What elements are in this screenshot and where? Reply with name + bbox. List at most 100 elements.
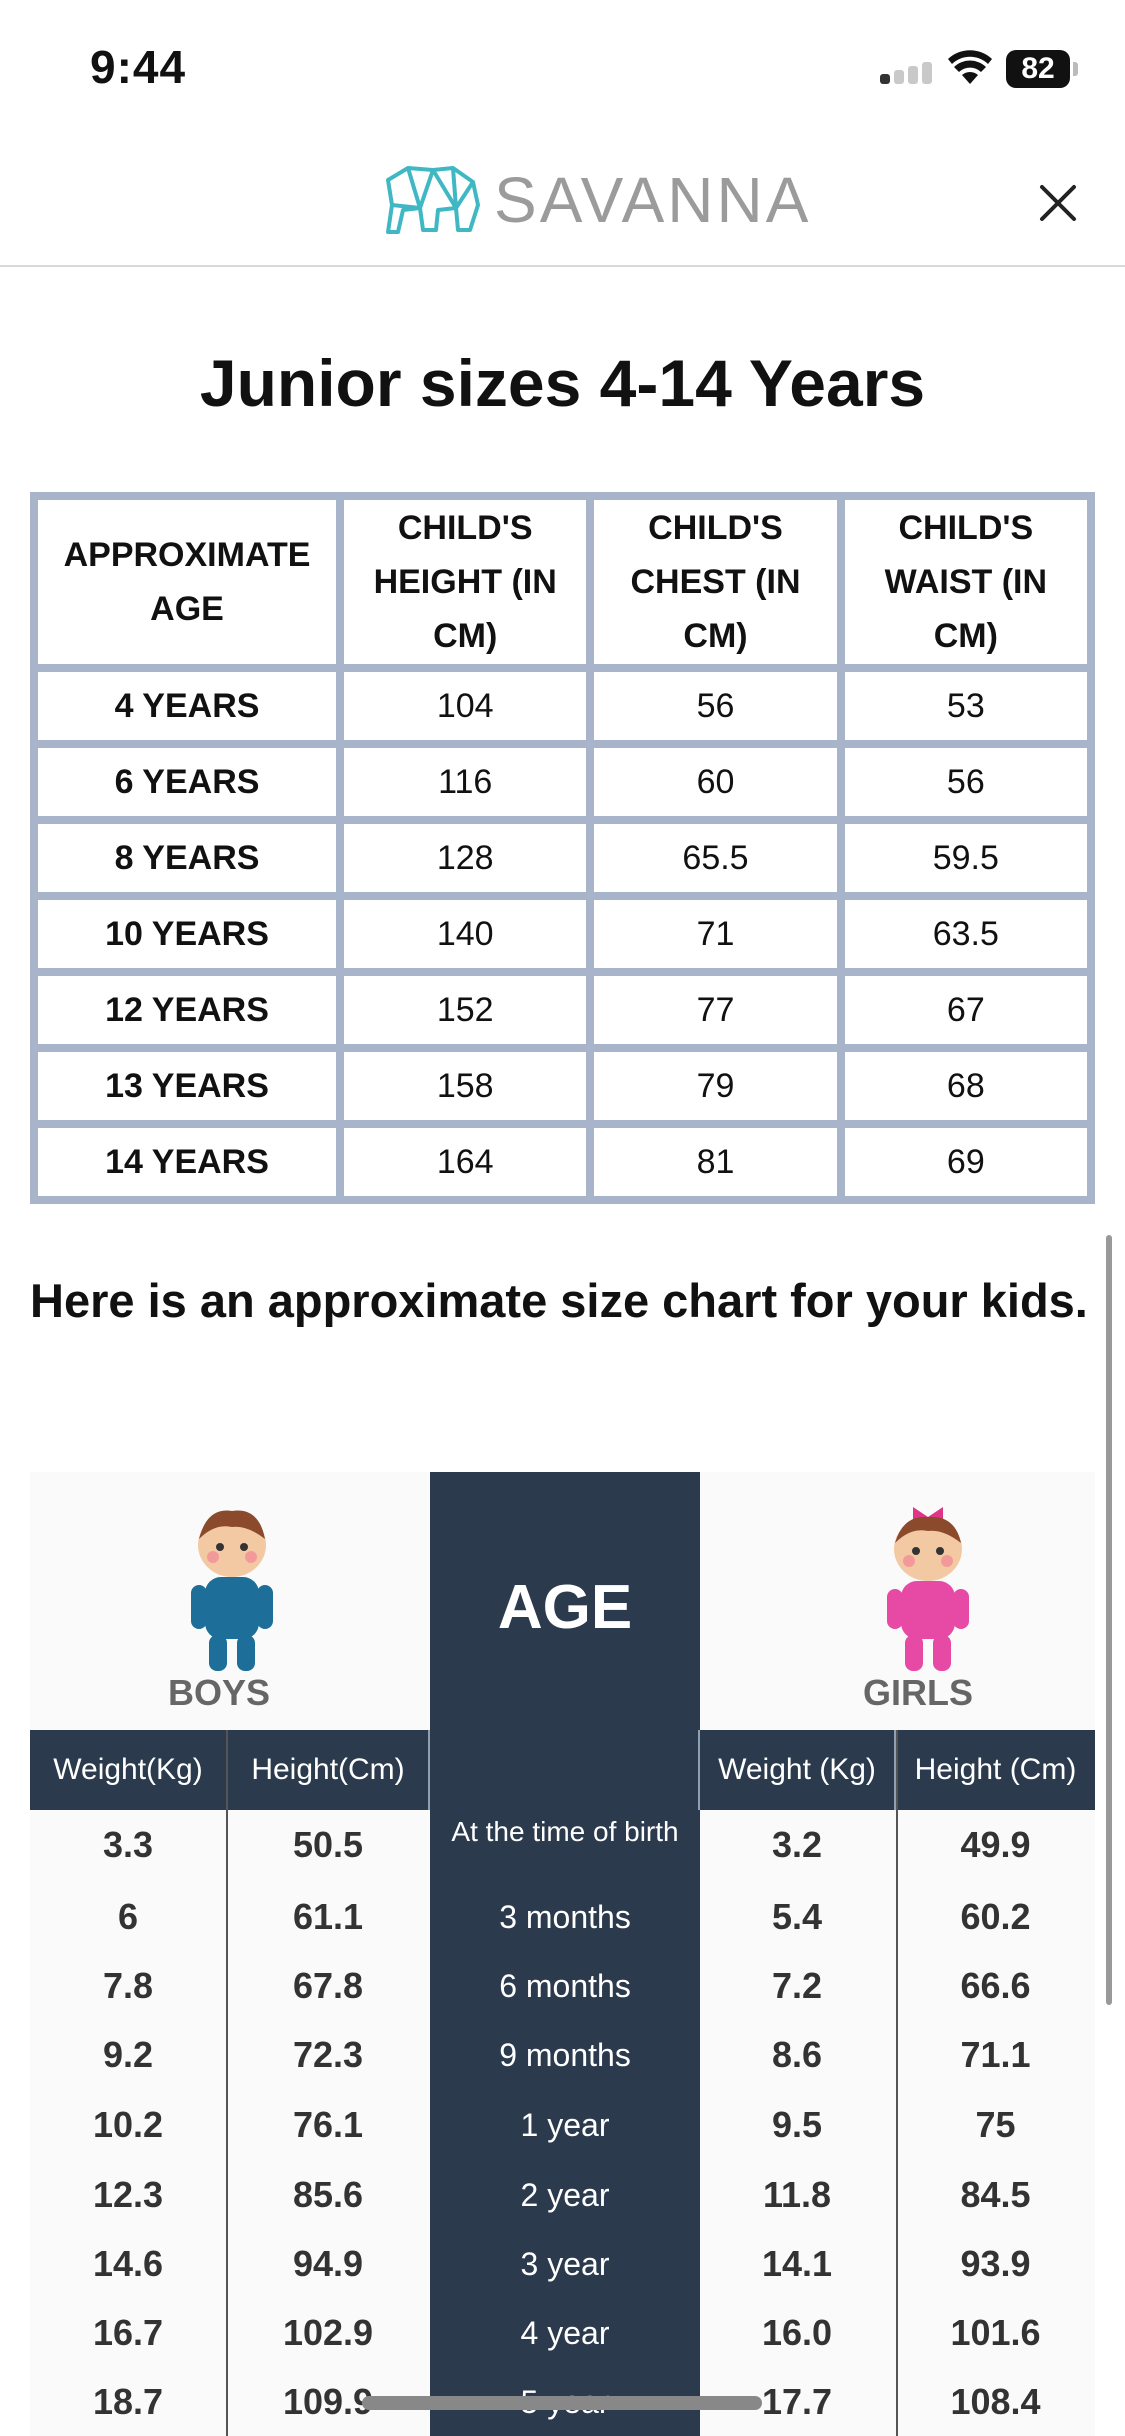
boys-weight: 18.7 xyxy=(92,2381,164,2422)
header-height: CHILD'S HEIGHT (IN CM) xyxy=(344,500,587,664)
header-age: APPROXIMATE AGE xyxy=(38,500,337,664)
girls-height: 60.2 xyxy=(960,1896,1031,1937)
table-row: 14.6 94.9 3 year 14.1 93.9 xyxy=(30,2229,1095,2299)
age-cell: 3 months xyxy=(499,1899,631,1935)
table-row: 6 61.1 3 months 5.4 60.2 xyxy=(30,1882,1095,1952)
wifi-icon xyxy=(948,50,992,84)
status-bar: 9:44 82 xyxy=(0,0,1125,135)
boys-weight: 6 xyxy=(117,1896,139,1937)
cell-waist: 67 xyxy=(844,976,1087,1044)
boys-height: 102.9 xyxy=(282,2312,374,2353)
table-row: 18.7 109.9 5 year 17.7 108.4 xyxy=(30,2367,1095,2436)
table-header-row: APPROXIMATE AGE CHILD'S HEIGHT (IN CM) C… xyxy=(38,500,1087,664)
girl-illustration-icon xyxy=(887,1507,969,1671)
cell-waist: 53 xyxy=(844,672,1087,740)
table-row: 14 YEARS 164 81 69 xyxy=(38,1128,1087,1196)
cell-chest: 65.5 xyxy=(594,824,837,892)
boy-illustration-icon xyxy=(191,1510,273,1671)
age-cell: 9 months xyxy=(499,2037,631,2073)
battery-icon: 82 xyxy=(1006,50,1078,88)
table-row: 16.7 102.9 4 year 16.0 101.6 xyxy=(30,2298,1095,2368)
age-cell: 2 year xyxy=(520,2177,610,2213)
boys-height-header: Height(Cm) xyxy=(228,1730,430,1810)
boys-weight: 14.6 xyxy=(92,2243,164,2284)
boys-label: BOYS xyxy=(168,1672,271,1713)
header-waist: CHILD'S WAIST (IN CM) xyxy=(844,500,1087,664)
table-row: 7.8 67.8 6 months 7.2 66.6 xyxy=(30,1951,1095,2021)
girls-height-header: Height (Cm) xyxy=(896,1730,1095,1810)
infographic-subheader: Weight(Kg) Height(Cm) Weight (Kg) Height… xyxy=(30,1730,1095,1810)
cell-age: 13 YEARS xyxy=(38,1052,337,1120)
header-chest: CHILD'S CHEST (IN CM) xyxy=(594,500,837,664)
brand-name: SAVANNA xyxy=(494,164,812,236)
cell-waist: 68 xyxy=(844,1052,1087,1120)
boys-height: 109.9 xyxy=(282,2381,374,2422)
cell-waist: 59.5 xyxy=(844,824,1087,892)
cell-height: 140 xyxy=(344,900,587,968)
cell-height: 128 xyxy=(344,824,587,892)
table-row: 12 YEARS 152 77 67 xyxy=(38,976,1087,1044)
girls-height: 108.4 xyxy=(950,2381,1041,2422)
boys-height: 76.1 xyxy=(292,2104,364,2145)
boys-weight: 10.2 xyxy=(92,2104,164,2145)
table-row: 13 YEARS 158 79 68 xyxy=(38,1052,1087,1120)
boys-weight: 9.2 xyxy=(102,2034,154,2075)
boys-weight: 16.7 xyxy=(92,2312,164,2353)
girls-height: 101.6 xyxy=(950,2312,1041,2353)
age-heading: AGE xyxy=(497,1573,633,1642)
boys-weight-header: Weight(Kg) xyxy=(30,1730,228,1810)
girls-height: 71.1 xyxy=(960,2034,1031,2075)
boys-weight: 7.8 xyxy=(102,1965,154,2006)
girls-weight: 11.8 xyxy=(762,2174,832,2215)
girls-weight: 3.2 xyxy=(771,1824,823,1865)
cell-chest: 56 xyxy=(594,672,837,740)
girls-label: GIRLS xyxy=(863,1672,974,1713)
cell-chest: 60 xyxy=(594,748,837,816)
battery-level: 82 xyxy=(1006,50,1070,88)
cell-waist: 63.5 xyxy=(844,900,1087,968)
cell-age: 4 YEARS xyxy=(38,672,337,740)
cell-age: 8 YEARS xyxy=(38,824,337,892)
table-row: 6 YEARS 116 60 56 xyxy=(38,748,1087,816)
boys-weight: 12.3 xyxy=(92,2174,164,2215)
cell-height: 164 xyxy=(344,1128,587,1196)
age-cell: 4 year xyxy=(520,2315,610,2351)
cell-chest: 79 xyxy=(594,1052,837,1120)
girls-weight: 16.0 xyxy=(761,2312,833,2353)
status-time: 9:44 xyxy=(90,41,187,93)
boys-height: 94.9 xyxy=(292,2243,364,2284)
scrollbar[interactable] xyxy=(1106,1235,1112,2005)
boys-height: 72.3 xyxy=(292,2034,364,2075)
boys-height: 61.1 xyxy=(292,1896,364,1937)
girls-height: 93.9 xyxy=(960,2243,1031,2284)
age-cell: 1 year xyxy=(520,2107,610,2143)
cell-height: 158 xyxy=(344,1052,587,1120)
brand-logo: SAVANNA xyxy=(378,160,811,240)
cell-waist: 56 xyxy=(844,748,1087,816)
table-row: 10 YEARS 140 71 63.5 xyxy=(38,900,1087,968)
cell-age: 6 YEARS xyxy=(38,748,337,816)
cell-chest: 81 xyxy=(594,1128,837,1196)
girls-weight: 7.2 xyxy=(771,1965,823,2006)
intro-text: Here is an approximate size chart for yo… xyxy=(30,1274,1088,1327)
boys-height: 85.6 xyxy=(292,2174,364,2215)
age-subheader xyxy=(430,1730,700,1810)
girls-height: 75 xyxy=(975,2104,1016,2145)
cell-age: 14 YEARS xyxy=(38,1128,337,1196)
table-row: 3.3 50.5 At the time of birth 3.2 49.9 xyxy=(30,1810,1095,1880)
close-button[interactable] xyxy=(1030,175,1086,231)
boys-height: 50.5 xyxy=(292,1824,364,1865)
cell-height: 116 xyxy=(344,748,587,816)
close-icon xyxy=(1040,185,1076,221)
cell-chest: 77 xyxy=(594,976,837,1044)
table-row: 9.2 72.3 9 months 8.6 71.1 xyxy=(30,2020,1095,2090)
girls-weight: 14.1 xyxy=(761,2243,833,2284)
girls-weight: 17.7 xyxy=(761,2381,833,2422)
boys-height: 67.8 xyxy=(292,1965,364,2006)
home-indicator[interactable] xyxy=(362,2396,762,2410)
page-title: Junior sizes 4-14 Years xyxy=(199,346,926,420)
girls-weight: 5.4 xyxy=(771,1896,823,1937)
cell-waist: 69 xyxy=(844,1128,1087,1196)
modal-header: SAVANNA xyxy=(0,135,1125,267)
cell-height: 152 xyxy=(344,976,587,1044)
